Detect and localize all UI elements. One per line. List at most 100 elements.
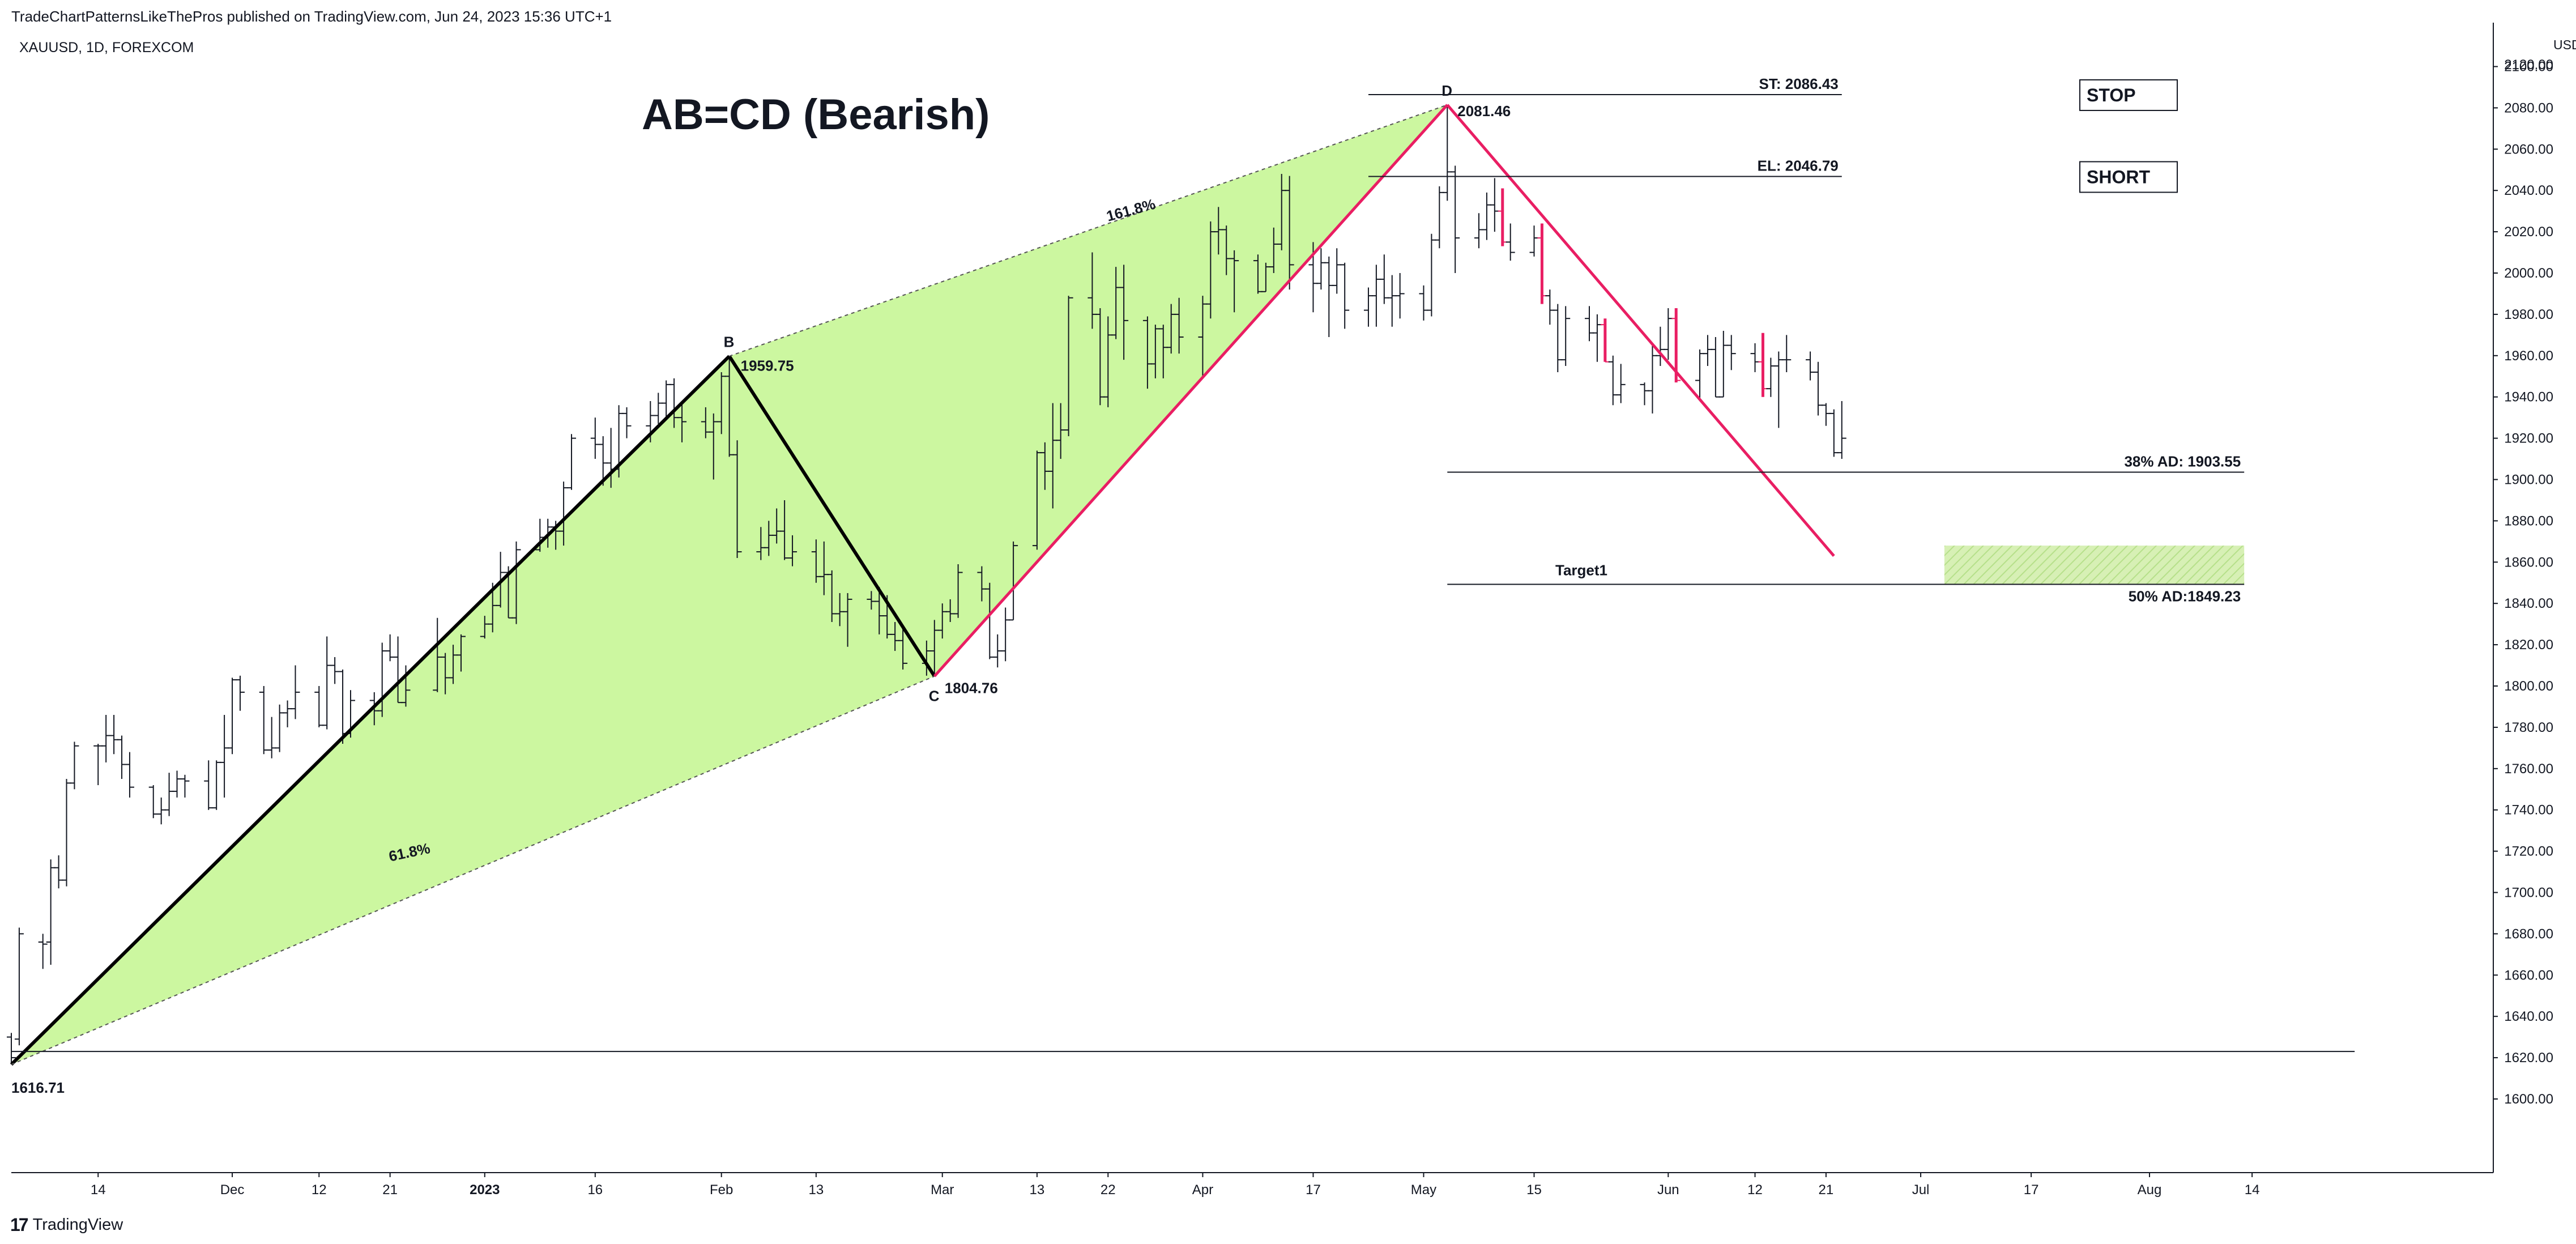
y-tick-label: 2100.00 xyxy=(2504,59,2553,75)
x-tick-label: 15 xyxy=(1526,1182,1542,1198)
ohlc-bar xyxy=(1498,188,1507,246)
bc-leg-line[interactable] xyxy=(728,355,936,678)
ohlc-bar xyxy=(1371,265,1381,327)
projection-line[interactable] xyxy=(1446,104,1835,557)
ohlc-bar xyxy=(567,434,577,490)
ohlc-bar xyxy=(993,634,1003,668)
point-price-label: 2081.46 xyxy=(1457,103,1511,120)
ohlc-bar xyxy=(590,417,600,459)
ohlc-bar xyxy=(1174,297,1184,354)
ohlc-bar xyxy=(322,636,332,730)
y-tick-label: 1960.00 xyxy=(2504,348,2553,364)
y-tick-label: 1980.00 xyxy=(2504,307,2553,322)
y-tick-label: 1800.00 xyxy=(2504,679,2553,694)
ohlc-bar xyxy=(677,401,687,442)
ohlc-bar xyxy=(1703,335,1712,367)
x-tick-label: 13 xyxy=(809,1182,824,1198)
ohlc-bar xyxy=(70,742,79,790)
tradingview-logo-icon[interactable]: 17 xyxy=(10,1215,29,1235)
footer-brand: TradingView xyxy=(32,1216,123,1234)
y-tick-label: 1780.00 xyxy=(2504,720,2553,735)
y-tick-label: 1920.00 xyxy=(2504,431,2553,446)
y-tick-label: 1900.00 xyxy=(2504,472,2553,488)
ohlc-bar xyxy=(1774,351,1784,428)
point-price-label: 1616.71 xyxy=(11,1079,65,1096)
y-tick-label: 1720.00 xyxy=(2504,844,2553,859)
xb-leg-line[interactable] xyxy=(10,355,731,1066)
ohlc-bar xyxy=(1529,225,1539,257)
abc-pattern-area xyxy=(11,356,935,1065)
ohlc-bar xyxy=(148,785,158,819)
ohlc-bar xyxy=(1821,403,1831,426)
symbol-label[interactable]: XAUUSD, 1D, FOREXCOM xyxy=(19,40,194,56)
x-tick-label: Mar xyxy=(931,1182,954,1198)
ohlc-bar xyxy=(1750,343,1760,372)
ohlc-bar xyxy=(164,773,174,816)
ohlc-bar xyxy=(1009,541,1018,621)
publish-info: TradeChartPatternsLikeThePros published … xyxy=(11,8,612,25)
ohlc-bar xyxy=(7,1033,16,1065)
target1-label: Target1 xyxy=(1555,562,1607,579)
ohlc-bar xyxy=(843,593,852,647)
ohlc-bar xyxy=(1561,306,1571,367)
ohlc-bar xyxy=(220,715,229,798)
ohlc-bar xyxy=(1387,275,1397,327)
ohlc-bar xyxy=(1482,192,1491,240)
ohlc-bar xyxy=(1419,285,1428,321)
ohlc-bar xyxy=(1766,357,1776,397)
y-tick-label: 2000.00 xyxy=(2504,266,2553,281)
ohlc-bar xyxy=(654,393,663,424)
ohlc-bar xyxy=(259,686,268,755)
short-box-label: SHORT xyxy=(2087,167,2150,187)
price-level-label: 50% AD:1849.23 xyxy=(2129,588,2241,605)
ohlc-bar xyxy=(1379,254,1389,304)
stop-box[interactable] xyxy=(2079,79,2178,111)
x-tick-label: 16 xyxy=(587,1182,603,1198)
ohlc-bar xyxy=(788,535,797,566)
ohlc-bar xyxy=(291,665,300,719)
ohlc-bar xyxy=(93,744,103,785)
ohlc-bar xyxy=(1435,186,1444,249)
x-tick-label: 17 xyxy=(2024,1182,2039,1198)
ohlc-bar xyxy=(1427,233,1436,317)
price-level-label: 38% AD: 1903.55 xyxy=(2124,453,2241,470)
ohlc-bar xyxy=(1711,336,1720,398)
x-tick-label: 14 xyxy=(91,1182,106,1198)
price-level-label: ST: 2086.43 xyxy=(1759,75,1839,92)
ohlc-bar xyxy=(1782,335,1792,372)
ohlc-bar xyxy=(283,700,292,727)
x-tick-label: 2023 xyxy=(470,1182,500,1198)
x-tick-label: 12 xyxy=(1747,1182,1763,1198)
ohlc-bar xyxy=(267,717,276,759)
y-tick-label: 1840.00 xyxy=(2504,596,2553,611)
y-tick-label: 1680.00 xyxy=(2504,926,2553,941)
ohlc-bar xyxy=(1758,333,1768,397)
x-tick-label: Apr xyxy=(1192,1182,1213,1198)
stop-box-label: STOP xyxy=(2087,85,2136,105)
x-tick-label: 14 xyxy=(2245,1182,2260,1198)
ohlc-bar xyxy=(212,760,221,810)
bcd-pattern-area xyxy=(729,105,1448,676)
ohlc-bar xyxy=(180,774,190,798)
ohlc-bar xyxy=(156,797,166,825)
ohlc-bar xyxy=(1490,178,1499,232)
currency-label: USD xyxy=(2553,37,2576,52)
price-level-label: EL: 2046.79 xyxy=(1758,157,1839,174)
short-box[interactable] xyxy=(2079,161,2178,193)
ohlc-bar xyxy=(1230,250,1239,313)
y-tick-label: 1880.00 xyxy=(2504,513,2553,529)
cd-leg-line[interactable] xyxy=(933,104,1449,678)
ohlc-bar xyxy=(228,678,237,755)
ohlc-bar xyxy=(204,760,214,810)
ohlc-bar xyxy=(1726,335,1736,370)
ohlc-bar xyxy=(314,686,324,727)
ohlc-bar xyxy=(1829,409,1839,457)
point-price-label: 1959.75 xyxy=(741,357,794,374)
ohlc-bar xyxy=(1695,349,1705,399)
x-tick-label: 13 xyxy=(1030,1182,1045,1198)
ohlc-bar xyxy=(1064,296,1073,436)
ohlc-bar xyxy=(1363,287,1373,327)
ohlc-bar xyxy=(385,634,395,662)
y-tick-label: 1640.00 xyxy=(2504,1009,2553,1024)
